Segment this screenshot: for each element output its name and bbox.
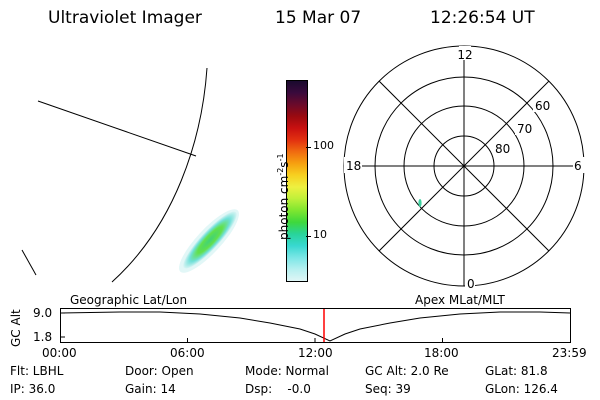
polar-plot: 12 18 6 0 60 70 80 <box>343 45 585 291</box>
unit-exp-1: -2 <box>276 167 285 176</box>
colorbar-gradient <box>287 81 307 281</box>
timeline-plot <box>60 308 571 343</box>
timeline-xtick-2359: 23:59 <box>552 346 587 360</box>
info-glat: GLat: 81.8 <box>485 364 548 378</box>
time-label: 12:26:54 UT <box>430 8 535 28</box>
info-gcalt: GC Alt: 2.0 Re <box>365 364 449 378</box>
lon-line-upper <box>37 100 197 157</box>
info-gain: Gain: 14 <box>125 382 176 396</box>
colorbar <box>286 80 308 282</box>
date-label: 15 Mar 07 <box>275 8 362 28</box>
info-door: Door: Open <box>125 364 194 378</box>
mlt-label-12: 12 <box>457 48 472 62</box>
geographic-image <box>21 67 239 283</box>
info-ip: IP: 36.0 <box>10 382 56 396</box>
lat-label-80: 80 <box>495 142 510 156</box>
timeline-axis-label: GC Alt <box>9 309 23 347</box>
timeline-xtick-1200: 12:00 <box>298 346 333 360</box>
lon-line-lower <box>21 249 37 276</box>
lat-label-60: 60 <box>535 99 550 113</box>
mlt-line-diag-2 <box>378 80 550 252</box>
mlt-label-0: 0 <box>467 277 475 291</box>
unit-text-s: s <box>277 161 291 168</box>
timeline-ytick-bottom: 1.8 <box>33 330 53 344</box>
timeline-frame <box>60 308 571 343</box>
colorbar-tick-100 <box>306 147 311 148</box>
mlt-label-6: 6 <box>574 159 582 173</box>
info-seq: Seq: 39 <box>365 382 411 396</box>
timeline-xtick-0600: 06:00 <box>170 346 205 360</box>
timeline-right-label: Apex MLat/MLT <box>415 293 505 307</box>
colorbar-tick-10 <box>306 236 311 237</box>
info-dsp: Dsp: -0.0 <box>245 382 311 396</box>
app-title: Ultraviolet Imager <box>48 8 202 28</box>
unit-exp-2: -1 <box>276 153 285 162</box>
info-mode: Mode: Normal <box>245 364 329 378</box>
colorbar-unit-label: photon cm-2s-1 <box>276 153 291 240</box>
aurora-emission <box>183 211 237 269</box>
altitude-curve <box>60 311 571 342</box>
earth-limb-arc <box>111 67 208 283</box>
info-flt: Flt: LBHL <box>10 364 64 378</box>
timeline-left-label: Geographic Lat/Lon <box>70 293 188 307</box>
timeline-xtick-1800: 18:00 <box>424 346 459 360</box>
colorbar-tick-label-10: 10 <box>313 228 327 241</box>
unit-text: photon cm <box>277 175 291 240</box>
aurora-spot <box>418 199 422 207</box>
timeline-ytick-top: 9.0 <box>33 306 53 320</box>
info-glon: GLon: 126.4 <box>485 382 558 396</box>
lat-label-70: 70 <box>517 122 532 136</box>
mlt-label-18: 18 <box>346 159 361 173</box>
timeline-xtick-0000: 00:00 <box>42 346 77 360</box>
colorbar-tick-label-100: 100 <box>313 139 334 152</box>
